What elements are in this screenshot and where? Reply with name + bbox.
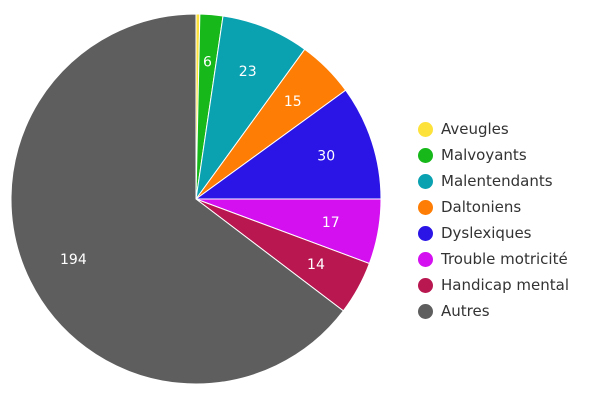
legend-swatch: [418, 303, 433, 319]
legend-label: Handicap mental: [441, 276, 569, 294]
data-label-handicap-mental: 14: [307, 257, 325, 273]
data-label-daltoniens: 15: [284, 94, 302, 110]
legend-swatch: [418, 173, 433, 189]
legend-item-daltoniens[interactable]: Daltoniens: [418, 194, 590, 220]
legend-label: Malvoyants: [441, 146, 527, 164]
legend-item-handicap-mental[interactable]: Handicap mental: [418, 272, 590, 298]
legend-label: Daltoniens: [441, 198, 522, 216]
legend-swatch: [418, 251, 433, 267]
legend-item-autres[interactable]: Autres: [418, 298, 590, 324]
legend-swatch: [418, 277, 433, 293]
legend-item-trouble-motricite[interactable]: Trouble motricité: [418, 246, 590, 272]
data-label-autres: 194: [60, 252, 87, 268]
legend-item-aveugles[interactable]: Aveugles: [418, 116, 590, 142]
legend-label: Aveugles: [441, 120, 509, 138]
legend-swatch: [418, 199, 433, 215]
legend-swatch: [418, 225, 433, 241]
data-label-dyslexiques: 30: [317, 149, 335, 165]
legend-item-malentendants[interactable]: Malentendants: [418, 168, 590, 194]
legend-label: Autres: [441, 302, 490, 320]
data-label-trouble-motricite: 17: [322, 215, 340, 231]
pie-slice-dyslexiques[interactable]: [194, 89, 382, 200]
pie-slice-autres[interactable]: [10, 13, 345, 385]
legend-swatch: [418, 121, 433, 137]
legend-item-dyslexiques[interactable]: Dyslexiques: [418, 220, 590, 246]
legend-label: Malentendants: [441, 172, 553, 190]
legend-label: Dyslexiques: [441, 224, 532, 242]
legend-item-malvoyants[interactable]: Malvoyants: [418, 142, 590, 168]
legend: Aveugles Malvoyants Malentendants Daltonien…: [418, 116, 590, 324]
data-label-malentendants: 23: [239, 64, 257, 80]
legend-swatch: [418, 147, 433, 163]
legend-label: Trouble motricité: [441, 250, 568, 268]
data-label-malvoyants: 6: [203, 55, 212, 71]
